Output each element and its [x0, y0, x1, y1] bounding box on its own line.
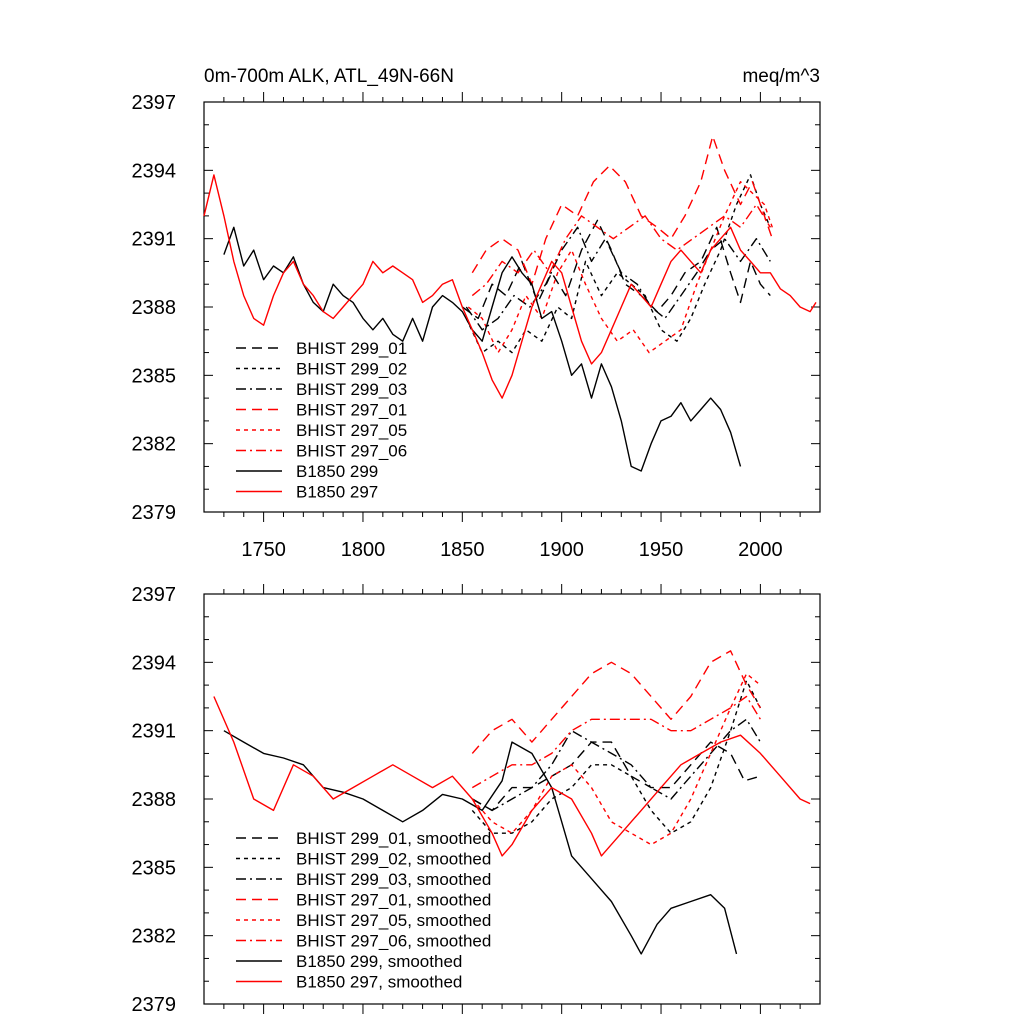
series-line-bhist-297-05-smoothed: [471, 673, 761, 846]
series-line-bhist-297-01: [471, 135, 773, 285]
x-tick-label: 1750: [241, 539, 286, 561]
series-line-b1850-299: [223, 226, 742, 472]
series-line-bhist-297-01-smoothed: [471, 650, 761, 754]
series-line-bhist-299-03: [465, 226, 771, 331]
series-line-bhist-299-01-smoothed: [471, 741, 761, 812]
panel-bottom: 2379 2382 2385 2388 2391 2394 2397 BHIST 299_01…: [132, 584, 821, 1016]
series-line-bhist-297-06: [471, 203, 771, 297]
legend-label: BHIST 297_06, smoothed: [296, 932, 491, 951]
series-line-bhist-297-06-smoothed: [471, 695, 761, 789]
legend-label: BHIST 297_01, smoothed: [296, 891, 491, 910]
x-tick-label: 2000: [738, 539, 783, 561]
y-tick-label: 2391: [132, 721, 177, 743]
legend-label: B1850 297: [296, 483, 378, 502]
y-tick-label: 2382: [132, 434, 177, 456]
legend-label: BHIST 299_03: [296, 380, 407, 399]
y-tick-label: 2397: [132, 92, 177, 114]
legend-label: BHIST 297_01: [296, 401, 407, 420]
series-line-b1850-297: [203, 174, 817, 399]
series-line-bhist-299-01: [461, 219, 771, 320]
series-line-bhist-299-02-smoothed: [471, 679, 762, 834]
x-tick-label: 1900: [539, 539, 584, 561]
legend-label: B1850 299, smoothed: [296, 952, 462, 971]
legend-label: B1850 299: [296, 462, 378, 481]
y-tick-label: 2388: [132, 297, 177, 319]
figure-title: 0m-700m ALK, ATL_49N-66N: [204, 66, 454, 87]
y-tick-label: 2385: [132, 857, 177, 879]
y-tick-label: 2385: [132, 365, 177, 387]
series-line-bhist-299-02: [465, 174, 771, 354]
legend-label: BHIST 299_02, smoothed: [296, 850, 491, 869]
y-tick-label: 2391: [132, 229, 177, 251]
y-tick-label: 2397: [132, 584, 177, 606]
legend-label: BHIST 299_03, smoothed: [296, 870, 491, 889]
series-line-b1850-297-smoothed: [213, 696, 811, 857]
legend-label: BHIST 297_06: [296, 442, 407, 461]
y-tick-label: 2388: [132, 789, 177, 811]
x-tick-label: 1850: [440, 539, 485, 561]
units-label: meq/m^3: [742, 66, 820, 87]
legend-label: BHIST 299_01, smoothed: [296, 829, 491, 848]
x-tick-label: 1950: [639, 539, 684, 561]
y-tick-label: 2394: [132, 652, 177, 674]
legend-label: B1850 297, smoothed: [296, 973, 462, 992]
y-tick-label: 2379: [132, 502, 177, 524]
panel-top: 2379 2382 2385 2388 2391 2394 2397 1750 1800 1850…: [132, 92, 821, 561]
legend-label: BHIST 299_01: [296, 339, 407, 358]
legend-label: BHIST 297_05: [296, 421, 407, 440]
x-tick-label: 1800: [341, 539, 386, 561]
y-tick-label: 2382: [132, 926, 177, 948]
y-tick-label: 2379: [132, 994, 177, 1016]
y-tick-label: 2394: [132, 160, 177, 182]
legend-label: BHIST 299_02: [296, 360, 407, 379]
series-line-bhist-297-05: [467, 181, 773, 354]
legend-label: BHIST 297_05, smoothed: [296, 911, 491, 930]
